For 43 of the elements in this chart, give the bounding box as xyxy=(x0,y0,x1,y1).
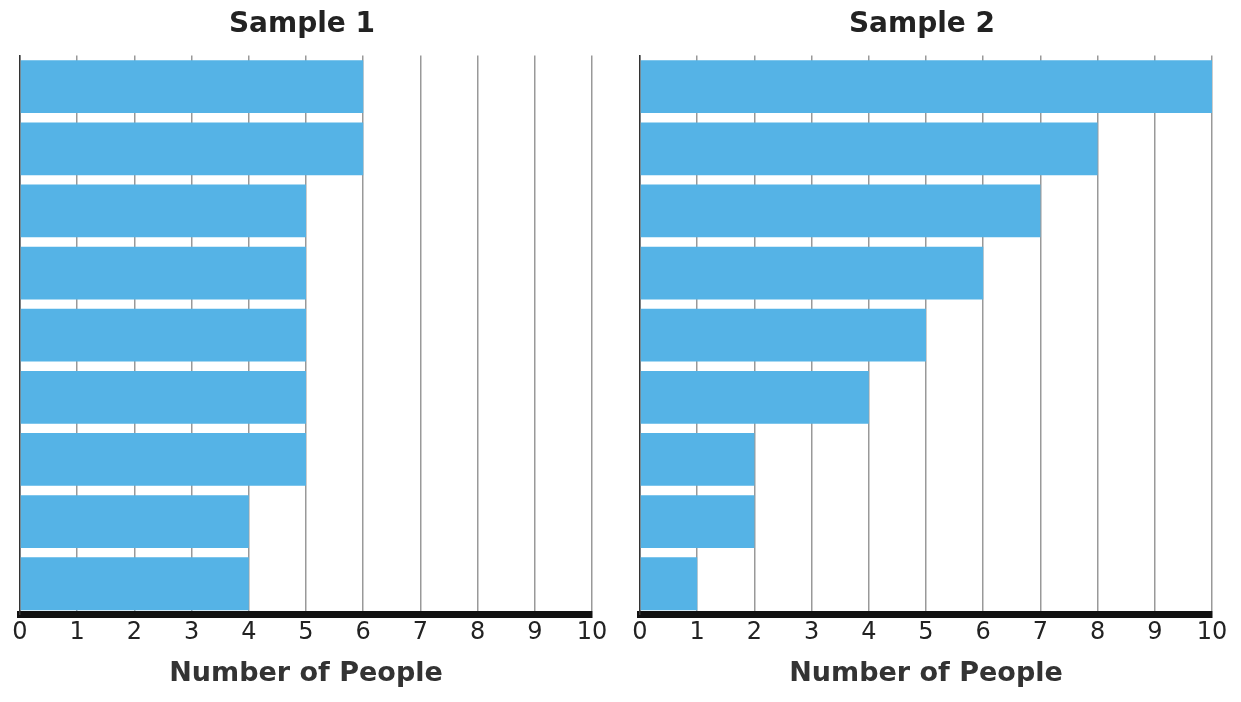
x-tick-label: 9 xyxy=(1147,617,1163,646)
bar xyxy=(640,308,926,362)
x-tick-label: 2 xyxy=(746,617,763,646)
x-tick-label: 10 xyxy=(1196,617,1228,646)
chart-title: Sample 1 xyxy=(228,6,376,40)
x-tick-label: 2 xyxy=(126,617,143,646)
x-tick-label: 6 xyxy=(975,617,991,646)
x-tick-label: 9 xyxy=(527,617,543,646)
bar xyxy=(640,184,1041,238)
x-tick-label: 8 xyxy=(469,617,486,646)
x-tick-label: 5 xyxy=(918,617,934,646)
bar xyxy=(20,122,364,176)
bar xyxy=(640,370,869,424)
x-tick-label: 4 xyxy=(241,617,257,646)
bar xyxy=(640,433,755,486)
x-tick-label: 5 xyxy=(298,617,314,646)
bar xyxy=(20,246,306,300)
bar xyxy=(20,308,306,362)
bar xyxy=(640,60,1212,114)
bar xyxy=(20,495,249,549)
bar xyxy=(640,557,698,611)
x-tick-label: 8 xyxy=(1089,617,1106,646)
x-axis-title: Number of People xyxy=(169,655,443,687)
x-tick-label: 0 xyxy=(12,617,28,646)
bar xyxy=(20,370,306,424)
chart-title: Sample 2 xyxy=(848,6,996,40)
x-tick-label: 0 xyxy=(632,617,648,646)
x-tick-label: 1 xyxy=(689,617,705,646)
bar xyxy=(20,60,364,114)
bar xyxy=(640,122,1098,176)
x-axis-title: Number of People xyxy=(789,655,1063,687)
x-tick-label: 10 xyxy=(576,617,608,646)
x-tick-label: 7 xyxy=(1032,617,1049,646)
bar xyxy=(640,246,984,300)
bar xyxy=(640,495,755,549)
x-tick-label: 3 xyxy=(803,617,820,646)
x-tick-label: 4 xyxy=(861,617,877,646)
x-tick-label: 7 xyxy=(412,617,429,646)
bar xyxy=(20,184,306,238)
x-tick-label: 6 xyxy=(355,617,371,646)
bar xyxy=(20,433,306,486)
x-tick-label: 1 xyxy=(69,617,85,646)
x-tick-label: 3 xyxy=(183,617,200,646)
